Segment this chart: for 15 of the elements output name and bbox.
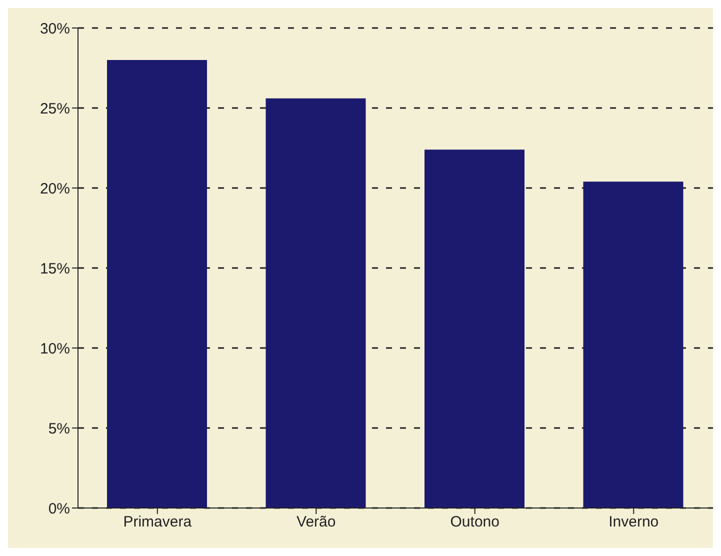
y-tick-label: 10% xyxy=(40,340,70,358)
y-tick-label: 0% xyxy=(48,500,70,518)
y-tick-label: 15% xyxy=(40,260,70,278)
x-tick-label: Inverno xyxy=(608,514,659,531)
x-tick-label: Verão xyxy=(296,514,336,531)
y-tick-label: 30% xyxy=(40,20,70,38)
x-tick-label: Outono xyxy=(450,514,500,531)
bar xyxy=(107,60,207,508)
bar xyxy=(583,182,684,508)
y-tick-label: 20% xyxy=(40,180,70,198)
y-tick-label: 25% xyxy=(40,100,70,118)
y-tick-label: 5% xyxy=(48,420,70,438)
x-tick-label: Primavera xyxy=(123,514,192,531)
bar xyxy=(424,150,524,508)
bar xyxy=(266,98,366,508)
